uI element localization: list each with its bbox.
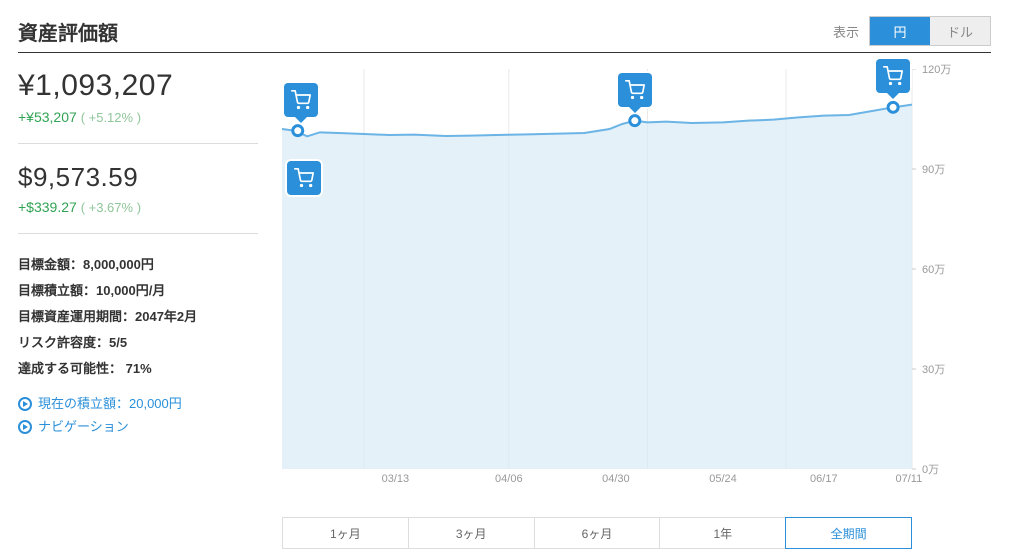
y-axis-label: 0万 <box>922 461 939 477</box>
y-axis-label: 120万 <box>922 61 951 77</box>
x-axis-label: 06/17 <box>810 473 838 485</box>
period-tabs: 1ヶ月3ヶ月6ヶ月1年全期間 <box>282 517 912 549</box>
meta-target-monthly: 目標積立額：10,000円/月 <box>18 278 258 304</box>
purchase-marker[interactable] <box>293 126 303 136</box>
arrow-right-icon <box>18 397 32 411</box>
current-deposit-link[interactable]: 現在の積立額：20,000円 <box>18 392 258 415</box>
goal-meta: 目標金額：8,000,000円 目標積立額：10,000円/月 目標資産運用期間… <box>18 252 258 382</box>
links-block: 現在の積立額：20,000円 ナビゲーション <box>18 392 258 439</box>
arrow-right-icon <box>18 420 32 434</box>
navigation-label: ナビゲーション <box>38 415 129 438</box>
x-axis-label: 04/30 <box>602 473 630 485</box>
gain-usd: +$339.27 ( +3.67% ) <box>18 199 258 215</box>
header-row: 資産評価額 表示 円 ドル <box>18 16 991 53</box>
gain-jpy-pct: ( +5.12% ) <box>81 110 141 125</box>
amount-jpy: ¥1,093,207 <box>18 69 258 103</box>
amount-usd: $9,573.59 <box>18 162 258 193</box>
period-tab-1[interactable]: 3ヶ月 <box>408 517 535 549</box>
period-tab-3[interactable]: 1年 <box>659 517 786 549</box>
display-label: 表示 <box>833 22 859 41</box>
content-row: ¥1,093,207 +¥53,207 ( +5.12% ) $9,573.59… <box>18 69 991 549</box>
gain-usd-pct: ( +3.67% ) <box>81 200 141 215</box>
currency-dollar-button[interactable]: ドル <box>930 17 990 45</box>
meta-probability: 達成する可能性： 71% <box>18 356 258 382</box>
separator <box>18 233 258 234</box>
page-title: 資産評価額 <box>18 17 118 46</box>
x-axis-label: 04/06 <box>495 473 523 485</box>
meta-target-period: 目標資産運用期間：2047年2月 <box>18 304 258 330</box>
purchase-badge[interactable] <box>876 59 910 93</box>
purchase-badge[interactable] <box>287 161 321 195</box>
x-axis-label: 07/11 <box>895 473 922 485</box>
gain-usd-abs: +$339.27 <box>18 199 77 215</box>
chart-column: 0万30万60万90万120万03/1304/0604/3005/2406/17… <box>272 69 991 549</box>
y-axis-label: 30万 <box>922 361 945 377</box>
currency-segmented-control: 円 ドル <box>869 16 991 46</box>
period-tab-4[interactable]: 全期間 <box>785 517 912 549</box>
chart-wrap: 0万30万60万90万120万03/1304/0604/3005/2406/17… <box>272 69 972 493</box>
summary-column: ¥1,093,207 +¥53,207 ( +5.12% ) $9,573.59… <box>18 69 258 549</box>
current-deposit-label: 現在の積立額：20,000円 <box>38 392 182 415</box>
navigation-link[interactable]: ナビゲーション <box>18 415 258 438</box>
x-axis-label: 05/24 <box>709 473 737 485</box>
meta-target-amount: 目標金額：8,000,000円 <box>18 252 258 278</box>
purchase-badge[interactable] <box>284 83 318 117</box>
separator <box>18 143 258 144</box>
period-tab-2[interactable]: 6ヶ月 <box>534 517 661 549</box>
gain-jpy-abs: +¥53,207 <box>18 109 77 125</box>
purchase-marker[interactable] <box>630 116 640 126</box>
purchase-badge[interactable] <box>618 73 652 107</box>
currency-yen-button[interactable]: 円 <box>870 17 930 45</box>
gain-jpy: +¥53,207 ( +5.12% ) <box>18 109 258 125</box>
portfolio-area-chart <box>272 69 972 493</box>
period-tab-0[interactable]: 1ヶ月 <box>282 517 409 549</box>
y-axis-label: 90万 <box>922 161 945 177</box>
meta-risk: リスク許容度：5/5 <box>18 330 258 356</box>
y-axis-label: 60万 <box>922 261 945 277</box>
x-axis-label: 03/13 <box>382 473 410 485</box>
purchase-marker[interactable] <box>888 102 898 112</box>
currency-toggle: 表示 円 ドル <box>833 16 991 46</box>
